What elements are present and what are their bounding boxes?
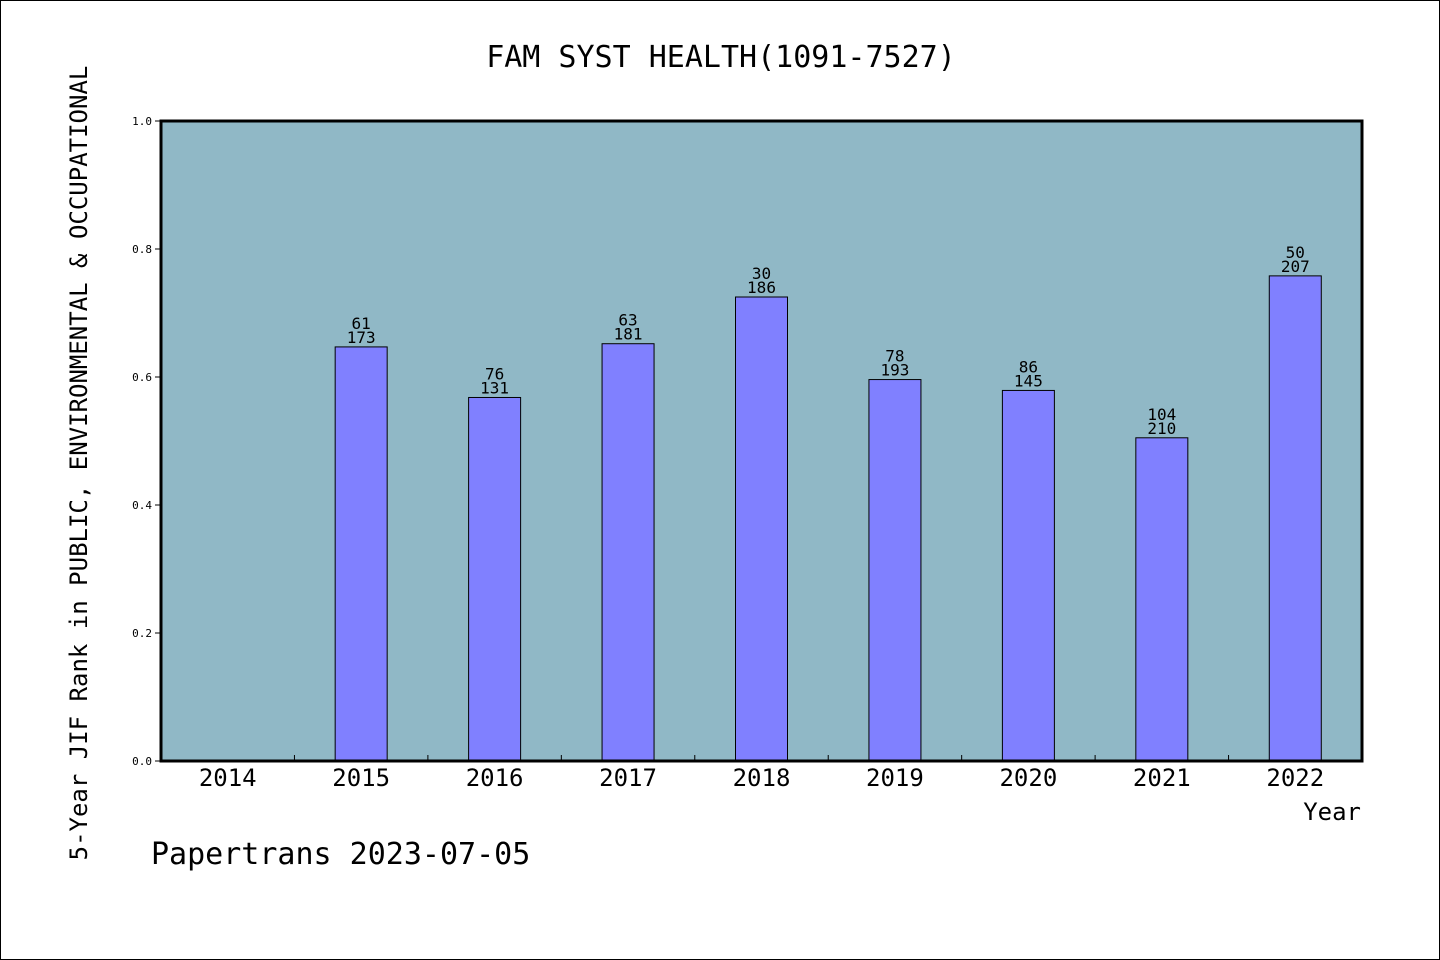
bar-2018 bbox=[735, 296, 788, 762]
x-tick-label: 2017 bbox=[599, 764, 657, 792]
bar-total-label: 193 bbox=[880, 361, 909, 380]
x-tick-label: 2022 bbox=[1266, 764, 1324, 792]
bar-total-label: 173 bbox=[347, 328, 376, 347]
bar-rank-label: 78 bbox=[885, 347, 904, 366]
x-tick-label: 2021 bbox=[1133, 764, 1191, 792]
x-tick-label: 2015 bbox=[332, 764, 390, 792]
chart-title: FAM SYST HEALTH(1091-7527) bbox=[486, 40, 956, 75]
bar-2022 bbox=[1268, 275, 1322, 762]
y-tick-label: 0.0 bbox=[132, 755, 152, 768]
bar-2016 bbox=[468, 396, 522, 762]
y-tick-label: 0.8 bbox=[132, 243, 152, 256]
bar-rank-label: 50 bbox=[1286, 243, 1305, 262]
x-tick-label: 2020 bbox=[999, 764, 1057, 792]
y-tick-label: 0.2 bbox=[132, 627, 152, 640]
bar-total-label: 207 bbox=[1281, 257, 1310, 276]
bar-rank-label: 76 bbox=[485, 364, 504, 383]
bar-2019 bbox=[868, 379, 922, 762]
bar-2020 bbox=[1001, 389, 1055, 762]
bar-rank-label: 61 bbox=[352, 314, 371, 333]
bar-total-label: 186 bbox=[747, 278, 776, 297]
bar-2015 bbox=[334, 346, 388, 762]
bar-total-label: 131 bbox=[480, 378, 509, 397]
bar-rank-label: 104 bbox=[1147, 405, 1176, 424]
bar-2017 bbox=[601, 343, 655, 762]
footer-text: Papertrans 2023-07-05 bbox=[151, 837, 530, 872]
bar-rank-label: 30 bbox=[752, 264, 771, 283]
x-tick-label: 2016 bbox=[466, 764, 524, 792]
bar-rank-label: 63 bbox=[618, 311, 637, 330]
x-tick-label: 2019 bbox=[866, 764, 924, 792]
x-tick-label: 2018 bbox=[733, 764, 791, 792]
y-tick-label: 0.6 bbox=[132, 371, 152, 384]
x-axis-label: Year bbox=[1303, 798, 1361, 826]
bar-total-label: 181 bbox=[614, 325, 643, 344]
bar-total-label: 145 bbox=[1014, 371, 1043, 390]
plot-frame bbox=[159, 119, 1364, 763]
bar-total-label: 210 bbox=[1147, 419, 1176, 438]
y-axis-label: 5-Year JIF Rank in PUBLIC, ENVIRONMENTAL… bbox=[65, 66, 93, 861]
y-tick-label: 0.4 bbox=[132, 499, 152, 512]
x-tick-label: 2014 bbox=[199, 764, 257, 792]
y-tick-label: 1.0 bbox=[132, 115, 152, 128]
bar-rank-label: 86 bbox=[1019, 357, 1038, 376]
y-ticks-group: 0.0 0.2 0.4 0.6 0.8 1.0 bbox=[132, 115, 161, 768]
bar-2021 bbox=[1135, 437, 1189, 762]
x-ticks-group: 2014 2015 2016 2017 2018 2019 2020 2021 2022 bbox=[199, 755, 1324, 792]
